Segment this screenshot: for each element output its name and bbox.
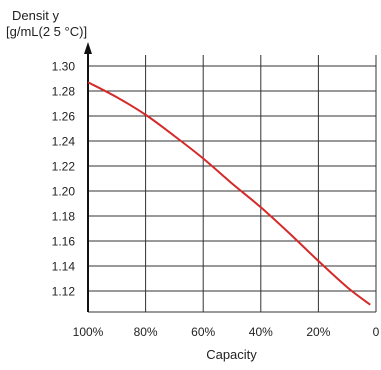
y-tick-label: 1.30 bbox=[52, 60, 76, 74]
y-axis-arrow bbox=[84, 42, 92, 54]
y-tick-label: 1.16 bbox=[52, 235, 76, 249]
x-axis-label: Capacity bbox=[206, 347, 257, 362]
y-tick-label: 1.26 bbox=[52, 110, 76, 124]
y-tick-label: 1.22 bbox=[52, 160, 76, 174]
y-axis-label-line2: [g/mL(2 5 °C)] bbox=[6, 24, 88, 39]
y-tick-label: 1.24 bbox=[52, 135, 76, 149]
x-tick-label: 100% bbox=[73, 325, 104, 339]
y-axis-label-line1: Densit y bbox=[12, 8, 59, 23]
x-tick-label: 0 bbox=[373, 325, 380, 339]
x-tick-label: 20% bbox=[306, 325, 330, 339]
y-tick-label: 1.18 bbox=[52, 210, 76, 224]
y-tick-label: 1.14 bbox=[52, 260, 76, 274]
y-tick-label: 1.28 bbox=[52, 85, 76, 99]
y-tick-label: 1.20 bbox=[52, 185, 76, 199]
y-tick-label: 1.12 bbox=[52, 285, 76, 299]
x-tick-label: 80% bbox=[134, 325, 158, 339]
x-tick-label: 40% bbox=[249, 325, 273, 339]
x-tick-label: 60% bbox=[191, 325, 215, 339]
density-curve bbox=[87, 81, 371, 306]
